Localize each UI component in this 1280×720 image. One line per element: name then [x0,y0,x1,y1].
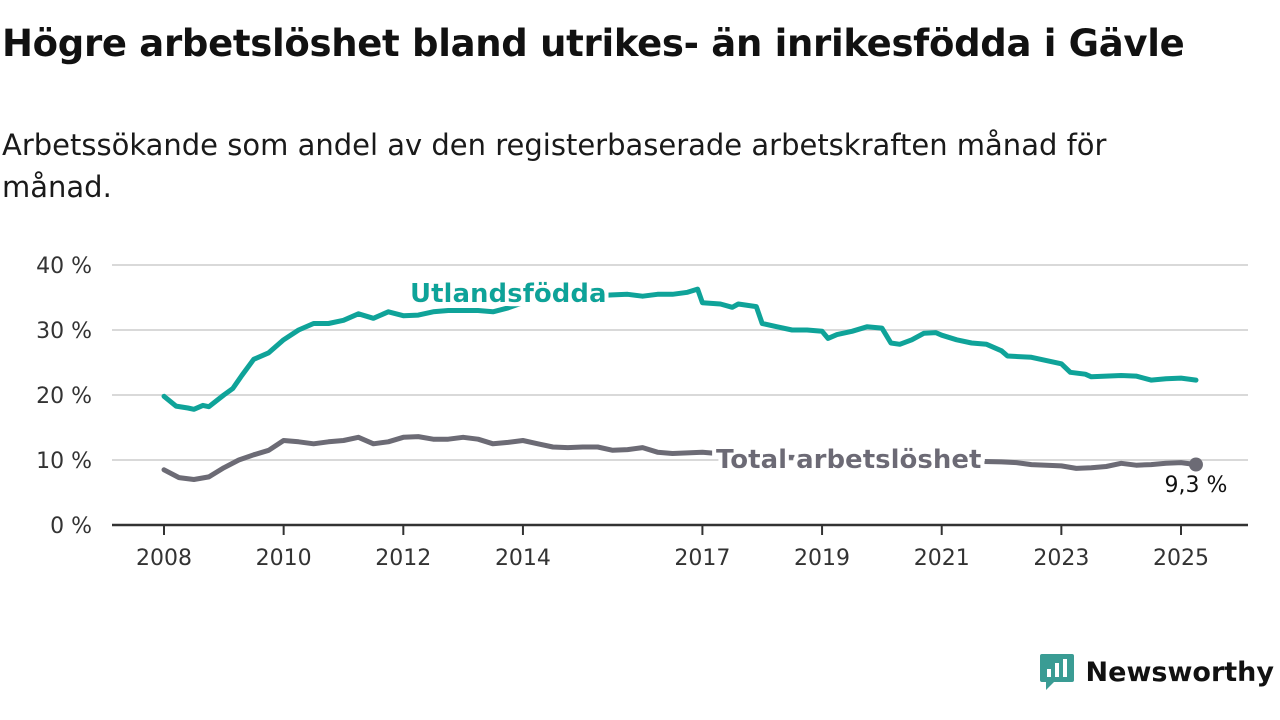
y-tick-label: 30 % [36,319,92,344]
chart-subtitle: Arbetssökande som andel av den registerb… [2,128,1107,204]
series-label-total: Total arbetslöshet [716,445,981,475]
x-tick-label: 2019 [794,546,850,571]
newsworthy-logo: Newsworthy [1038,652,1274,692]
x-tick-label: 2008 [136,546,192,571]
end-point-marker [1188,457,1203,472]
y-tick-label: 20 % [36,384,92,409]
x-tick-label: 2017 [674,546,730,571]
chart-title: Högre arbetslöshet bland utrikes- än inr… [2,22,1185,65]
series-line-utlandsfodda [161,286,1199,412]
x-axis: 2008 2010 2012 2014 2017 2019 2021 2023 2025 [112,523,1248,571]
newsworthy-logo-icon [1039,654,1074,690]
y-tick-label: 0 % [50,514,92,539]
y-tick-label: 40 % [36,254,92,279]
x-tick-label: 2025 [1153,546,1209,571]
x-tick-label: 2014 [495,546,551,571]
x-tick-label: 2012 [375,546,431,571]
series-line-total [161,434,1199,482]
y-tick-label: 10 % [36,449,92,474]
x-tick-label: 2023 [1033,546,1089,571]
end-value-label: 9,3 % [1165,473,1228,498]
series-labels: Utlandsfödda Total arbetslöshet 9,3 % [410,279,1227,498]
x-tick-label: 2010 [256,546,312,571]
series-label-utlandsfodda: Utlandsfödda [410,279,607,309]
newsworthy-logo-text: Newsworthy [1085,656,1274,688]
series-lines [161,286,1199,482]
x-tick-label: 2021 [914,546,970,571]
y-axis-ticks: 0 % 10 % 20 % 30 % 40 % [36,254,92,539]
